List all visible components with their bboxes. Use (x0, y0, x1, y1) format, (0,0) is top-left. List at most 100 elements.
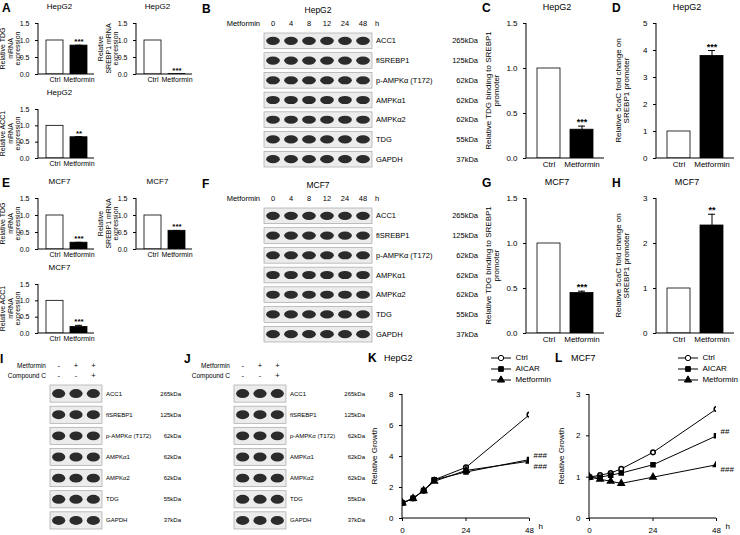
svg-text:0: 0 (400, 526, 405, 535)
svg-text:**: ** (708, 205, 716, 215)
svg-text:62kDa: 62kDa (164, 475, 182, 481)
svg-text:flSREBP1: flSREBP1 (376, 56, 409, 65)
svg-text:***: *** (74, 317, 84, 326)
svg-text:0.0: 0.0 (506, 154, 518, 163)
svg-text:3: 3 (643, 194, 648, 203)
svg-text:62kDa: 62kDa (348, 433, 366, 439)
svg-text:265kDa: 265kDa (452, 36, 479, 45)
svg-text:1.5: 1.5 (20, 195, 30, 202)
svg-text:62kDa: 62kDa (164, 433, 182, 439)
svg-text:62kDa: 62kDa (456, 290, 479, 299)
svg-text:Metformin: Metformin (227, 19, 260, 28)
svg-text:0: 0 (576, 514, 581, 523)
svg-text:p-AMPKα (T172): p-AMPKα (T172) (106, 433, 151, 439)
svg-text:##: ## (721, 427, 730, 436)
svg-text:2: 2 (643, 100, 648, 109)
svg-text:1.5: 1.5 (506, 19, 518, 28)
svg-text:Ctrl: Ctrl (543, 335, 556, 344)
svg-text:125kDa: 125kDa (344, 412, 365, 418)
svg-text:12: 12 (323, 194, 331, 203)
svg-text:AMPKα1: AMPKα1 (376, 271, 406, 280)
svg-text:h: h (726, 522, 730, 531)
svg-text:1: 1 (576, 473, 581, 482)
svg-text:0.0: 0.0 (20, 330, 30, 337)
svg-text:62kDa: 62kDa (456, 96, 479, 105)
svg-text:Ctrl: Ctrl (543, 160, 556, 169)
svg-text:+: + (91, 371, 96, 380)
svg-text:J: J (184, 352, 191, 366)
svg-text:Metformin: Metformin (63, 160, 94, 167)
svg-text:B: B (202, 2, 211, 16)
svg-text:+: + (275, 361, 280, 370)
svg-text:0: 0 (389, 514, 394, 523)
svg-text:-: - (57, 361, 60, 370)
svg-text:62kDa: 62kDa (456, 271, 479, 280)
svg-text:0.0: 0.0 (20, 155, 30, 162)
svg-text:Metformin: Metformin (227, 194, 260, 203)
svg-text:Metformin: Metformin (201, 362, 230, 369)
svg-text:AMPKα2: AMPKα2 (290, 475, 314, 481)
svg-text:4: 4 (643, 46, 648, 55)
svg-text:p-AMPKα (T172): p-AMPKα (T172) (376, 251, 433, 260)
svg-text:1.0: 1.0 (20, 122, 30, 129)
svg-text:0.5: 0.5 (118, 54, 128, 61)
svg-text:Metformin: Metformin (63, 335, 94, 342)
svg-text:2: 2 (576, 431, 581, 440)
svg-text:+: + (275, 371, 280, 380)
svg-text:**: ** (76, 129, 83, 138)
svg-text:ACC1: ACC1 (290, 391, 307, 397)
svg-text:***: *** (74, 37, 84, 46)
svg-text:1: 1 (643, 127, 648, 136)
svg-text:0: 0 (587, 526, 592, 535)
svg-text:###: ### (721, 465, 735, 474)
svg-text:0.0: 0.0 (20, 246, 30, 253)
svg-text:Metformin: Metformin (63, 251, 94, 258)
svg-text:8: 8 (307, 194, 311, 203)
svg-text:Ctrl: Ctrl (50, 160, 61, 167)
svg-text:62kDa: 62kDa (164, 454, 182, 460)
svg-text:0.0: 0.0 (118, 246, 128, 253)
svg-text:265kDa: 265kDa (160, 391, 181, 397)
svg-text:1.0: 1.0 (118, 37, 128, 44)
svg-text:***: *** (577, 282, 588, 292)
svg-text:F: F (202, 177, 209, 191)
svg-text:+: + (91, 361, 96, 370)
svg-text:62kDa: 62kDa (348, 454, 366, 460)
svg-text:AMPKα2: AMPKα2 (376, 115, 406, 124)
svg-text:62kDa: 62kDa (456, 115, 479, 124)
svg-text:AMPKα1: AMPKα1 (290, 454, 314, 460)
svg-text:125kDa: 125kDa (452, 231, 479, 240)
svg-text:8: 8 (389, 390, 394, 399)
svg-text:3: 3 (643, 73, 648, 82)
svg-text:AMPKα2: AMPKα2 (376, 290, 406, 299)
svg-text:***: *** (707, 42, 718, 52)
svg-text:Metformin: Metformin (564, 335, 600, 344)
svg-text:0: 0 (643, 154, 648, 163)
svg-text:1.0: 1.0 (20, 297, 30, 304)
svg-text:24: 24 (649, 526, 658, 535)
svg-text:37kDa: 37kDa (164, 517, 182, 523)
svg-text:***: *** (172, 222, 182, 231)
svg-text:4: 4 (289, 194, 293, 203)
svg-text:Ctrl: Ctrl (148, 251, 159, 258)
svg-text:ACC1: ACC1 (376, 36, 396, 45)
svg-text:GAPDH: GAPDH (376, 155, 403, 164)
svg-text:GAPDH: GAPDH (290, 517, 311, 523)
svg-text:55kDa: 55kDa (456, 310, 479, 319)
svg-text:4: 4 (389, 452, 394, 461)
svg-text:Metformin: Metformin (161, 76, 192, 83)
svg-text:h: h (539, 522, 543, 531)
svg-text:55kDa: 55kDa (456, 135, 479, 144)
svg-text:Compound C: Compound C (192, 372, 231, 380)
svg-text:Metformin: Metformin (564, 160, 600, 169)
svg-text:0.0: 0.0 (20, 71, 30, 78)
svg-text:48: 48 (525, 526, 534, 535)
svg-text:flSREBP1: flSREBP1 (106, 412, 133, 418)
svg-text:-: - (241, 371, 244, 380)
svg-text:###: ### (534, 451, 548, 460)
svg-text:1: 1 (643, 284, 648, 293)
svg-text:-: - (241, 361, 244, 370)
svg-text:TDG: TDG (376, 135, 392, 144)
svg-text:1.0: 1.0 (506, 239, 518, 248)
svg-text:1.5: 1.5 (20, 281, 30, 288)
